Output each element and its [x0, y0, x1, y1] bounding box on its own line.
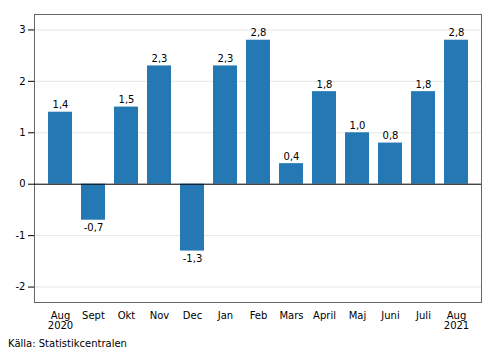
- html-text:Källa: Statistikcentralen: Källa: Statistikcentralen: [8, 338, 127, 349]
- svg-text:-1,3: -1,3: [183, 253, 203, 264]
- svg-text:Jan: Jan: [217, 310, 233, 321]
- svg-text:1,5: 1,5: [119, 94, 135, 105]
- svg-text:-0,7: -0,7: [84, 222, 104, 233]
- svg-text:Juli: Juli: [415, 310, 431, 321]
- svg-text:1: 1: [19, 127, 25, 138]
- svg-text:Nov: Nov: [150, 310, 170, 321]
- svg-text:1,0: 1,0: [350, 120, 366, 131]
- svg-text:2,3: 2,3: [152, 53, 168, 64]
- svg-text:2,8: 2,8: [251, 27, 267, 38]
- svg-text:Mars: Mars: [279, 310, 303, 321]
- svg-text:-2: -2: [16, 281, 26, 292]
- svg-text:Aug2020: Aug2020: [48, 310, 73, 331]
- svg-text:Aug2021: Aug2021: [444, 310, 469, 331]
- svg-text:Maj: Maj: [349, 310, 367, 321]
- svg-text:1,8: 1,8: [317, 79, 333, 90]
- svg-text:April: April: [313, 310, 336, 321]
- svg-text:2,8: 2,8: [449, 27, 465, 38]
- svg-text:2,3: 2,3: [218, 53, 234, 64]
- svg-text:1,4: 1,4: [53, 99, 69, 110]
- svg-text:-1: -1: [16, 230, 26, 241]
- svg-text:Dec: Dec: [183, 310, 202, 321]
- svg-text:2: 2: [19, 76, 25, 87]
- svg-text:Sept: Sept: [82, 310, 105, 321]
- svg-text:0,8: 0,8: [383, 130, 399, 141]
- svg-text:1,8: 1,8: [416, 79, 432, 90]
- svg-text:Juni: Juni: [380, 310, 399, 321]
- svg-text:0: 0: [19, 178, 25, 189]
- svg-text:Feb: Feb: [250, 310, 268, 321]
- svg-text:3: 3: [19, 24, 25, 35]
- svg-text:0,4: 0,4: [284, 151, 300, 162]
- svg-text:Okt: Okt: [118, 310, 136, 321]
